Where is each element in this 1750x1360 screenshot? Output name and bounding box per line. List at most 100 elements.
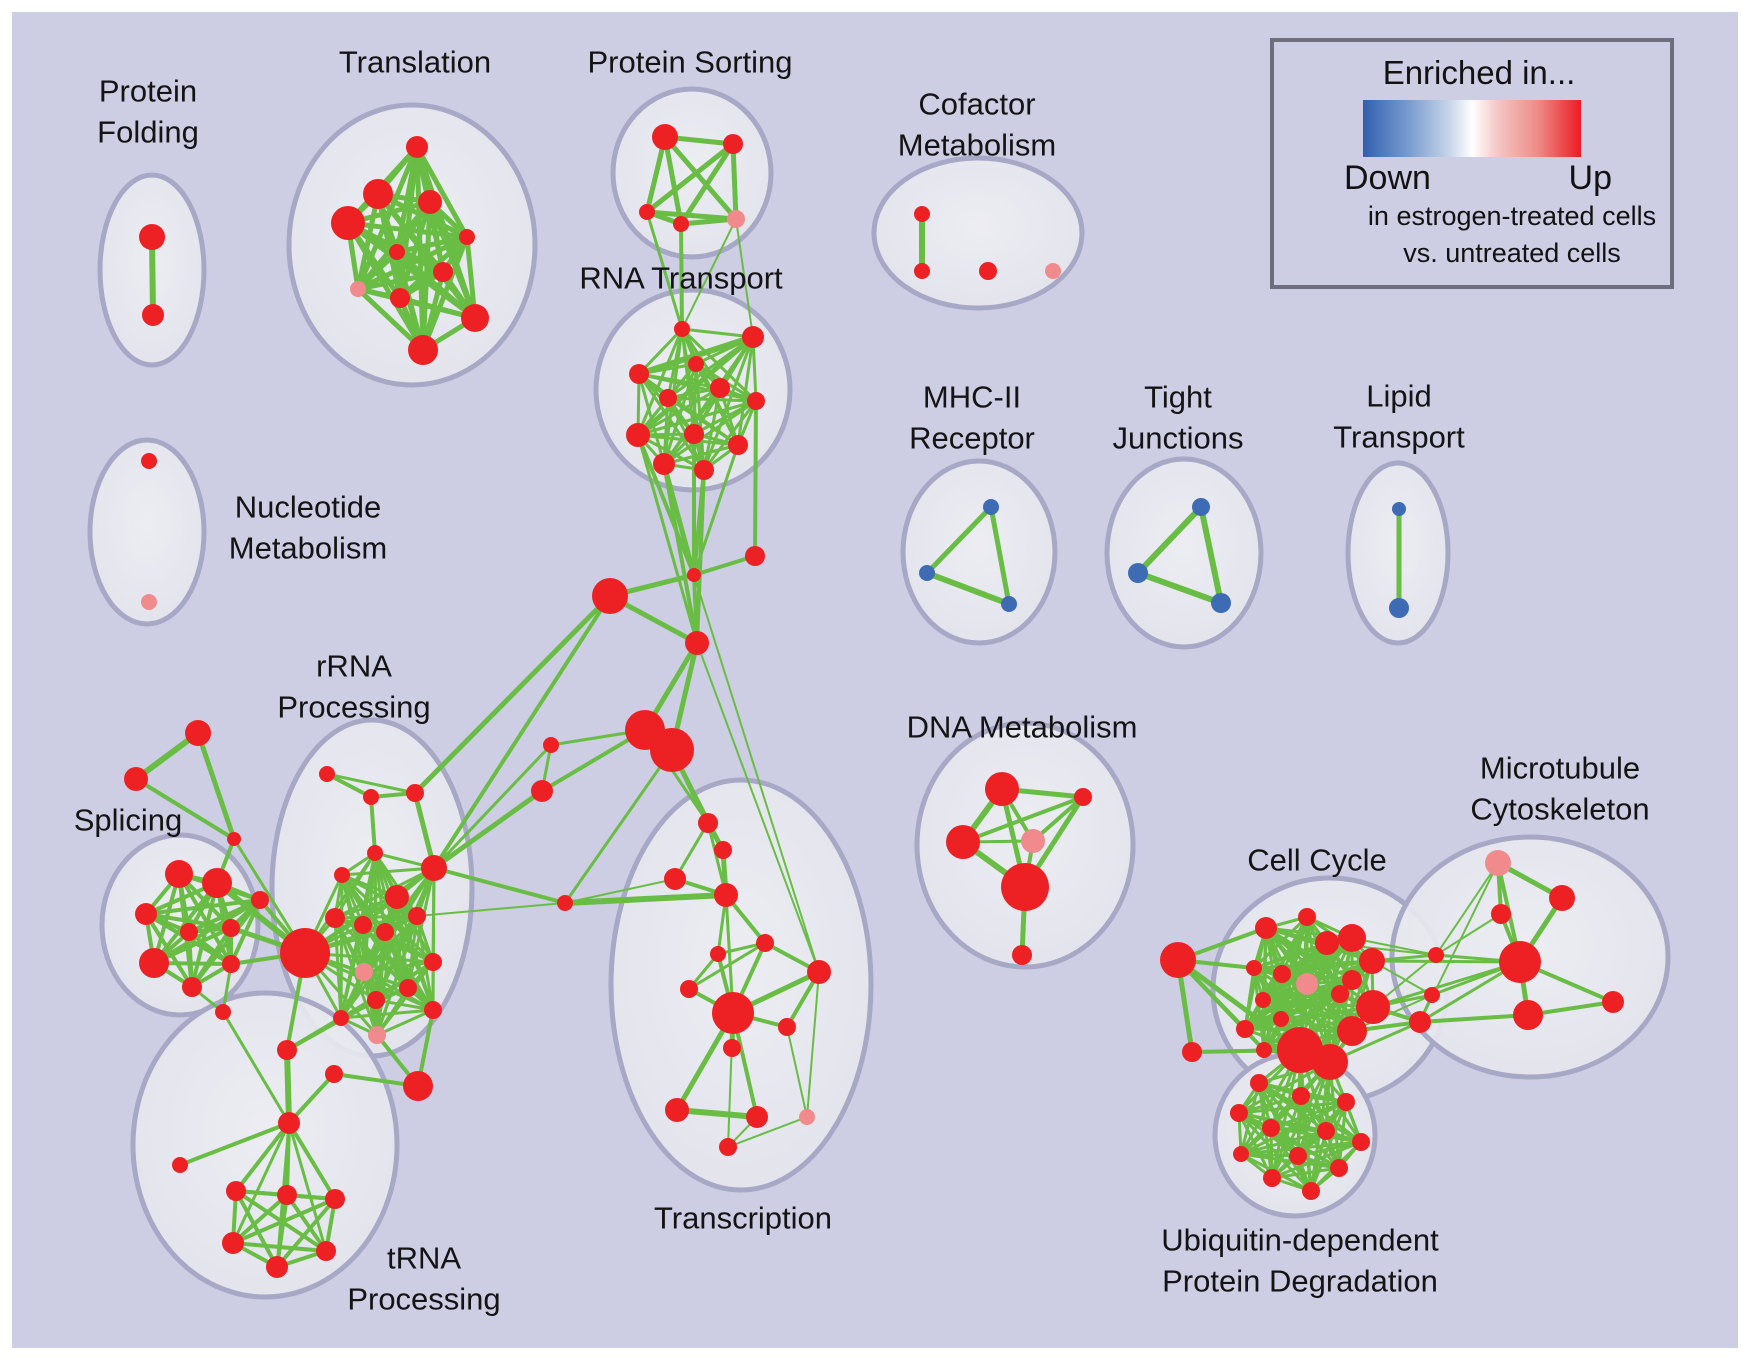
edge xyxy=(645,210,684,331)
edge xyxy=(662,462,699,645)
node-ps5 xyxy=(727,210,745,228)
edge xyxy=(345,220,470,240)
edge xyxy=(355,191,381,292)
node-rr8 xyxy=(408,907,426,925)
node-tx5 xyxy=(756,934,774,952)
edge xyxy=(231,1197,337,1245)
cluster-tight-junctions-ellipse xyxy=(1104,456,1264,650)
edge xyxy=(662,134,739,222)
edge xyxy=(636,399,758,437)
cluster-label-mhc-ii-receptor-line2: Receptor xyxy=(909,421,1035,456)
edge xyxy=(383,930,435,1012)
edge xyxy=(362,960,435,974)
node-tx4 xyxy=(714,883,738,907)
edge xyxy=(287,1072,336,1125)
legend-up-label: Up xyxy=(1568,159,1612,197)
node-ub11 xyxy=(1263,1169,1281,1187)
edge xyxy=(178,1121,291,1167)
node-tr1 xyxy=(406,136,428,158)
node-hb7 xyxy=(543,737,559,753)
node-sp9 xyxy=(251,891,269,909)
node-cc11 xyxy=(1256,1042,1272,1058)
cluster-label-lipid-transport-line2: Transport xyxy=(1333,420,1465,455)
edge xyxy=(1371,960,1522,1009)
node-rr17 xyxy=(424,1001,442,1019)
node-tn3 xyxy=(226,1181,246,1201)
edge xyxy=(340,866,436,877)
node-tx11 xyxy=(723,1039,741,1057)
edge xyxy=(287,1121,337,1201)
edge xyxy=(644,141,736,215)
node-cn1 xyxy=(557,895,573,911)
legend-title: Enriched in... xyxy=(1382,54,1576,91)
node-cc18 xyxy=(1337,1016,1367,1046)
node-tx15 xyxy=(719,1138,737,1156)
cluster-label-protein-folding-line2: Folding xyxy=(97,115,199,150)
edge xyxy=(1243,966,1256,1031)
node-tj2 xyxy=(1128,563,1148,583)
cluster-label-trna-processing-line2: Processing xyxy=(347,1282,500,1317)
edge xyxy=(735,218,754,338)
node-tx7 xyxy=(680,980,698,998)
edge xyxy=(432,594,612,870)
node-cc10 xyxy=(1236,1020,1254,1038)
edge xyxy=(375,1008,435,1037)
node-rr11 xyxy=(376,923,394,941)
node-ub6 xyxy=(1317,1122,1335,1140)
edge xyxy=(637,327,684,376)
node-ps3 xyxy=(639,204,655,220)
node-dm3 xyxy=(946,825,980,859)
legend-gradient-bar xyxy=(1363,100,1581,157)
cluster-label-dna-metabolism: DNA Metabolism xyxy=(907,710,1138,745)
node-rt7 xyxy=(747,392,765,410)
node-sp3 xyxy=(135,903,157,925)
edge xyxy=(687,941,767,991)
cluster-label-trna-processing: tRNA xyxy=(387,1241,461,1276)
edge xyxy=(234,1121,291,1193)
edge xyxy=(374,998,435,1012)
edge xyxy=(149,234,156,318)
node-mt5 xyxy=(1428,947,1444,963)
edge xyxy=(564,878,676,904)
edge xyxy=(333,914,419,920)
node-hb2 xyxy=(745,546,765,566)
cluster-label-nucleotide-metabolism: Nucleotide xyxy=(235,490,381,525)
edge xyxy=(152,881,219,965)
node-rt3 xyxy=(688,356,704,372)
node-ub5 xyxy=(1262,1119,1280,1137)
node-ub7 xyxy=(1352,1133,1370,1151)
node-cf3 xyxy=(979,262,997,280)
edge xyxy=(1135,504,1204,576)
edge xyxy=(680,327,755,339)
node-rr19 xyxy=(368,1026,386,1044)
node-tr9 xyxy=(390,288,410,308)
node-ub4 xyxy=(1230,1104,1248,1122)
node-tn4 xyxy=(277,1185,297,1205)
node-rt8 xyxy=(626,423,650,447)
node-rt10 xyxy=(728,435,748,455)
node-cf1 xyxy=(914,206,930,222)
node-tr11 xyxy=(408,335,438,365)
node-st2 xyxy=(124,767,148,791)
node-tx12 xyxy=(665,1098,689,1122)
edge xyxy=(221,1010,291,1125)
edge xyxy=(681,218,737,330)
node-sp5 xyxy=(222,919,240,937)
node-rr16 xyxy=(367,991,385,1009)
edge xyxy=(1175,957,1303,1053)
cluster-nucleotide-metabolism-ellipse xyxy=(87,437,207,627)
cluster-label-nucleotide-metabolism-line2: Metabolism xyxy=(229,531,388,566)
cluster-label-cell-cycle: Cell Cycle xyxy=(1247,843,1387,878)
node-hb8 xyxy=(531,780,553,802)
node-ub9 xyxy=(1289,1147,1307,1165)
node-cc3 xyxy=(1255,917,1277,939)
cluster-mhc-ii-receptor-ellipse xyxy=(900,458,1058,646)
edge xyxy=(287,1121,328,1253)
edge xyxy=(1252,915,1309,970)
edge xyxy=(636,433,696,577)
edge xyxy=(1298,1048,1313,1193)
edge xyxy=(679,222,684,331)
cluster-label-protein-folding: Protein xyxy=(99,74,197,109)
legend: Enriched in... Down Up in estrogen-treat… xyxy=(1270,38,1674,289)
